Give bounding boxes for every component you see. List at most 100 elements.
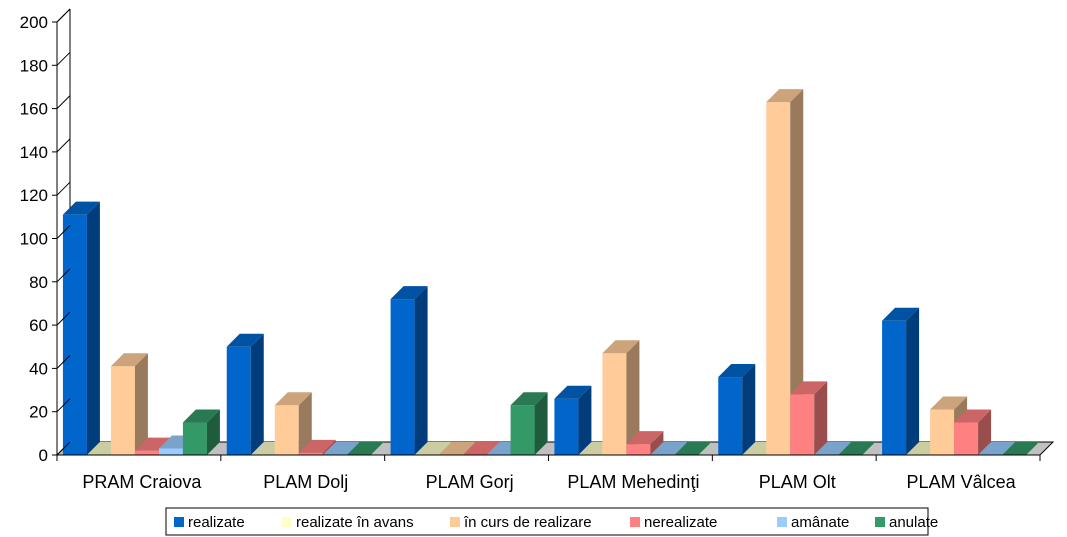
bar-top <box>554 385 592 399</box>
bar <box>62 201 100 455</box>
bar-top <box>626 431 664 445</box>
bar-side <box>534 392 548 455</box>
y-tick-diag <box>56 181 71 196</box>
legend-label: realizate <box>188 514 245 531</box>
x-tick-label: PLAM Olt <box>759 472 836 492</box>
y-tick-diag <box>56 51 71 66</box>
y-tick-diag <box>56 8 71 23</box>
bar-front <box>930 409 955 455</box>
bar-side <box>206 409 220 455</box>
bar <box>978 442 1016 455</box>
bar-top <box>978 442 1016 455</box>
bar-front <box>182 422 207 455</box>
legend: realizate realizate în avans în curs de re… <box>165 507 938 536</box>
bar-top <box>602 340 640 354</box>
bar-front <box>882 320 907 455</box>
bar <box>766 89 804 455</box>
legend-label: amânate <box>791 514 849 531</box>
legend-box <box>165 507 929 536</box>
bar-front <box>510 405 535 455</box>
bar-side <box>250 333 264 455</box>
bar <box>390 286 428 455</box>
legend-label: realizate în avans <box>296 514 414 531</box>
bar <box>790 381 828 455</box>
bar-front <box>602 353 627 455</box>
bar-top <box>414 442 452 455</box>
y-tick-diag <box>56 441 71 456</box>
bar-top <box>650 442 688 455</box>
bar-top <box>110 353 148 367</box>
bar-front <box>274 405 299 455</box>
bar-side <box>906 307 920 455</box>
bar-top <box>674 442 712 455</box>
bar <box>322 442 360 455</box>
bar-top <box>954 409 992 423</box>
y-tick-label: 60 <box>29 316 48 335</box>
bar <box>346 442 384 455</box>
bar <box>510 392 548 455</box>
bar <box>674 442 712 455</box>
bar-top <box>322 442 360 455</box>
bar <box>182 409 220 455</box>
bar-top <box>510 392 548 406</box>
legend-swatch <box>630 517 640 527</box>
bar-top <box>274 392 312 406</box>
y-tick-diag <box>56 311 71 326</box>
bar <box>226 333 264 455</box>
y-tick-diag <box>56 268 71 283</box>
bar-top <box>790 381 828 395</box>
y-tick-diag <box>56 225 71 239</box>
bar-side <box>414 286 428 455</box>
y-tick-label: 0 <box>39 446 48 465</box>
y-tick-label: 200 <box>20 13 48 32</box>
bar-top <box>134 437 172 451</box>
bar-side <box>978 409 992 455</box>
bar-top <box>838 442 876 455</box>
y-tick-label: 120 <box>20 186 48 205</box>
bar-front <box>790 394 815 455</box>
bar-top <box>766 89 804 103</box>
bar-side <box>814 381 828 455</box>
x-tick-label: PLAM Mehedinţi <box>567 472 699 492</box>
legend-label: nerealizate <box>644 514 717 531</box>
bar <box>882 307 920 455</box>
y-tick-label: 180 <box>20 56 48 75</box>
bar <box>554 385 592 455</box>
bar <box>626 431 664 455</box>
bar-side <box>322 439 336 455</box>
bar-front <box>298 452 323 455</box>
bar-front <box>226 346 251 455</box>
bar-front <box>954 422 979 455</box>
bar <box>838 442 876 455</box>
y-tick-label: 140 <box>20 143 48 162</box>
bar-front <box>390 299 415 455</box>
bar <box>954 409 992 455</box>
bar-top <box>226 333 264 347</box>
legend-swatch <box>282 517 292 527</box>
bar <box>274 392 312 455</box>
bar-top <box>930 396 968 410</box>
bar-top <box>298 439 336 453</box>
bar <box>110 353 148 455</box>
bar-top <box>718 364 756 378</box>
y-tick-label: 20 <box>29 403 48 422</box>
bar-side <box>86 201 100 455</box>
bar-front <box>718 377 743 455</box>
bar-front <box>62 214 87 455</box>
bar <box>814 442 852 455</box>
bar-side <box>742 364 756 455</box>
legend-swatch <box>174 517 184 527</box>
y-tick-label: 80 <box>29 273 48 292</box>
bar <box>602 340 640 455</box>
bar <box>414 442 452 455</box>
bar-top <box>882 307 920 321</box>
axis-layer: 0 20 40 60 80 100 120 140 160 180 200 PRAM Craiova P… <box>20 8 1041 492</box>
bar-front <box>766 102 791 455</box>
bar <box>650 442 688 455</box>
legend-label: în curs de realizare <box>463 514 592 531</box>
bar <box>930 396 968 455</box>
bar-side <box>790 89 804 455</box>
bar <box>438 442 476 455</box>
y-tick-diag <box>56 398 71 413</box>
